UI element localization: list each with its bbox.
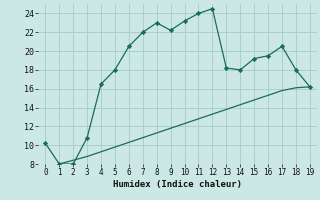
X-axis label: Humidex (Indice chaleur): Humidex (Indice chaleur) bbox=[113, 180, 242, 189]
